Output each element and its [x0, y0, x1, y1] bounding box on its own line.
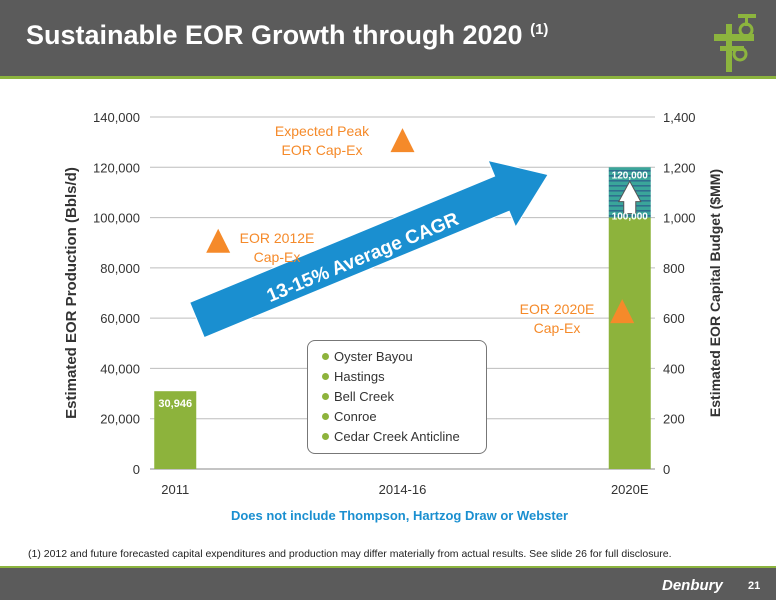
growth-arrow — [189, 159, 549, 339]
legend-item: Oyster Bayou — [322, 349, 413, 364]
capex-marker — [610, 299, 635, 324]
legend-item: Conroe — [322, 409, 377, 424]
legend-label: Hastings — [334, 369, 385, 384]
capex-marker-label: Cap-Ex — [254, 249, 301, 265]
footer-bar — [0, 568, 776, 600]
y2-tick-label: 200 — [663, 412, 685, 427]
legend-item: Bell Creek — [322, 389, 394, 404]
y2-tick-label: 800 — [663, 261, 685, 276]
legend-dot — [322, 373, 329, 381]
brand-logo: Denbury — [662, 577, 723, 594]
y2-tick-label: 400 — [663, 361, 685, 376]
range-top-label: 120,000 — [612, 170, 649, 181]
capex-marker-label: Expected Peak — [275, 123, 370, 139]
y2-tick-label: 0 — [663, 462, 670, 477]
y2-tick-label: 1,200 — [663, 160, 696, 175]
footer-accent-line — [0, 566, 776, 569]
x-tick-label: 2014-16 — [379, 482, 427, 497]
legend-dot — [322, 393, 329, 401]
capex-marker-label: EOR 2012E — [240, 230, 315, 246]
range-up-arrow — [617, 180, 642, 215]
bar-2020E — [608, 217, 651, 469]
y2-tick-label: 1,000 — [663, 211, 696, 226]
capex-marker — [390, 128, 415, 153]
bar-value-label: 100,000 — [612, 212, 649, 223]
legend-dot — [322, 413, 329, 421]
bar-2011 — [154, 391, 197, 469]
legend-label: Oyster Bayou — [334, 349, 413, 364]
eor-production-chart: 0 20,000 40,000 60,000 80,000 100,000 120,000 1… — [63, 110, 723, 523]
slide-title-text: Sustainable EOR Growth through 2020 — [26, 20, 523, 50]
title-footnote-marker: (1) — [530, 21, 549, 38]
x-tick-label: 2020E — [611, 482, 649, 497]
capex-marker-label: EOR 2020E — [520, 301, 595, 317]
y-tick-label: 40,000 — [100, 361, 140, 376]
disclosure-footnote: (1) 2012 and future forecasted capital e… — [28, 548, 672, 560]
legend-dot — [322, 433, 329, 441]
legend-label: Conroe — [334, 409, 377, 424]
y2-tick-label: 1,400 — [663, 110, 696, 125]
legend-label: Bell Creek — [334, 389, 394, 404]
legend-item: Cedar Creek Anticline — [322, 429, 460, 444]
chart-legend: Oyster Bayou Hastings Bell Creek Conroe … — [307, 340, 487, 454]
y-tick-label: 120,000 — [93, 160, 140, 175]
legend-item: Hastings — [322, 369, 385, 384]
capex-marker-label: EOR Cap-Ex — [282, 142, 363, 158]
legend-label: Cedar Creek Anticline — [334, 429, 460, 444]
x-tick-label: 2011 — [161, 482, 189, 497]
slide-title: Sustainable EOR Growth through 2020 (1) — [26, 20, 548, 51]
y-tick-label: 80,000 — [100, 261, 140, 276]
y-tick-label: 100,000 — [93, 211, 140, 226]
header-bar — [0, 0, 776, 78]
capex-marker — [206, 228, 231, 253]
y-tick-label: 20,000 — [100, 412, 140, 427]
oil-well-valve-icon — [714, 14, 756, 72]
capex-marker-label: Cap-Ex — [534, 320, 581, 336]
y-tick-label: 140,000 — [93, 110, 140, 125]
header-accent-line — [0, 76, 776, 79]
y2-tick-label: 600 — [663, 311, 685, 326]
y-tick-label: 60,000 — [100, 311, 140, 326]
y2-axis-title: Estimated EOR Capital Budget ($MM) — [707, 169, 723, 417]
y-tick-label: 0 — [133, 462, 140, 477]
x-axis-note: Does not include Thompson, Hartzog Draw … — [231, 508, 568, 523]
legend-dot — [322, 353, 329, 361]
y-axis-title: Estimated EOR Production (Bbls/d) — [63, 167, 80, 419]
bar-value-label: 30,946 — [158, 398, 192, 410]
page-number: 21 — [748, 580, 761, 592]
